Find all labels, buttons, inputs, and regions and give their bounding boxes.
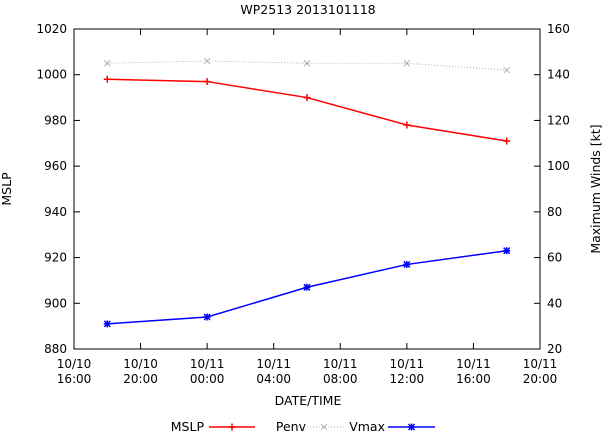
y2-tick-label: 100 xyxy=(547,159,570,173)
mslp-point xyxy=(303,94,311,102)
x-tick-label: 10/10 20:00 xyxy=(123,357,158,386)
series-layer xyxy=(103,57,511,328)
legend-label: MSLP xyxy=(171,419,205,432)
y-tick-label: 1020 xyxy=(36,22,67,36)
plot-frame xyxy=(73,28,541,350)
mslp-line xyxy=(107,78,507,142)
mslp-point xyxy=(203,78,211,86)
vmax-point xyxy=(503,247,511,255)
y-tick-label: 980 xyxy=(44,113,67,127)
y-axis-label: MSLP xyxy=(0,172,14,206)
x-axis-label: DATE/TIME xyxy=(275,393,342,408)
y-tick-label: 920 xyxy=(44,251,67,265)
x-tick-label: 10/11 12:00 xyxy=(390,357,425,386)
y2-tick-label: 160 xyxy=(547,22,570,36)
legend: MSLP Penv Vmax xyxy=(171,419,435,432)
y2-axis-label: Maximum Winds [kt] xyxy=(588,124,603,253)
x-tick-label: 10/11 04:00 xyxy=(256,357,291,386)
x-tick-label: 10/11 00:00 xyxy=(190,357,225,386)
penv-point xyxy=(403,60,411,67)
vmax-point xyxy=(303,283,311,291)
vmax-point xyxy=(403,260,411,268)
x-tick-label: 10/11 08:00 xyxy=(323,357,358,386)
x-tick-label: 10/11 16:00 xyxy=(456,357,491,386)
vmax-point xyxy=(103,320,111,328)
penv-line xyxy=(107,60,507,71)
x-tick-label: 10/11 20:00 xyxy=(523,357,558,386)
y2-tick-label: 40 xyxy=(547,296,562,310)
y2-tick-label: 20 xyxy=(547,342,562,356)
y2-tick-label: 80 xyxy=(547,205,562,219)
y2-tick-label: 120 xyxy=(547,113,570,127)
legend-label: Vmax xyxy=(349,419,385,432)
mslp-point xyxy=(103,75,111,83)
chart-title: WP2513 2013101118 xyxy=(240,2,375,17)
penv-point xyxy=(503,66,510,74)
axes: 880 900 920 940 960 980 1000 1020 20 40 60 80 100 120… xyxy=(36,22,569,386)
penv-point xyxy=(203,57,211,65)
legend-marker xyxy=(228,423,236,431)
vmax-point xyxy=(203,313,211,321)
y-tick-label: 960 xyxy=(44,159,67,173)
legend-marker xyxy=(407,423,416,431)
mslp-point xyxy=(503,137,511,145)
legend-marker xyxy=(320,423,328,431)
y2-tick-label: 60 xyxy=(547,251,562,265)
mslp-point xyxy=(403,121,411,129)
x-tick-label: 10/10 16:00 xyxy=(57,357,92,386)
penv-point xyxy=(104,60,111,67)
y-tick-label: 940 xyxy=(44,205,67,219)
legend-label: Penv xyxy=(276,419,307,432)
y2-tick-label: 140 xyxy=(547,68,570,82)
y-tick-label: 1000 xyxy=(36,68,67,82)
penv-point xyxy=(303,60,311,67)
y-tick-label: 880 xyxy=(44,342,67,356)
y-tick-label: 900 xyxy=(44,296,67,310)
